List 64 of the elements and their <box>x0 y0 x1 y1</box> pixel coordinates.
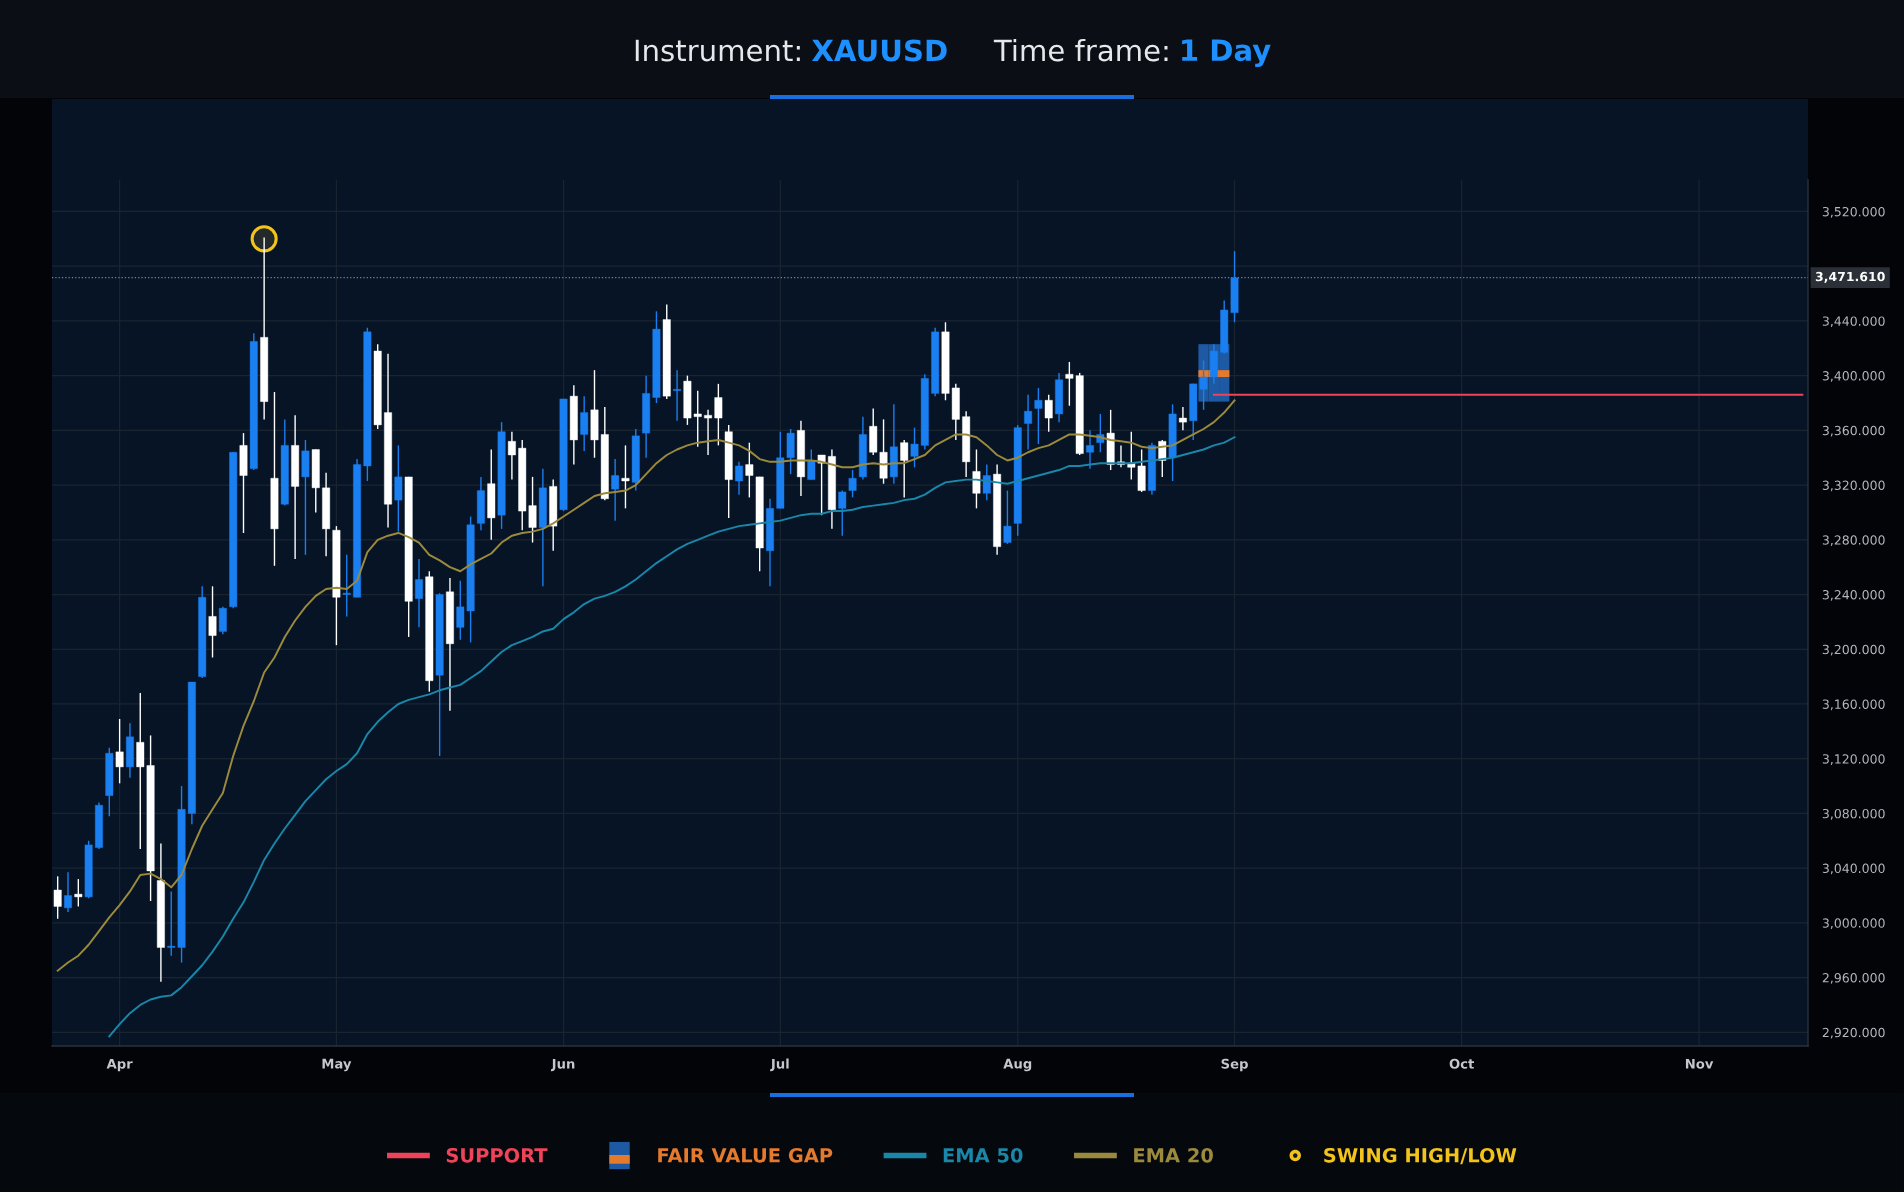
y-tick-label: 3,040.000 <box>1822 863 1885 875</box>
y-tick-label: 2,960.000 <box>1822 973 1885 984</box>
y-tick-label: 3,320.000 <box>1822 480 1885 492</box>
candlestick <box>673 369 681 422</box>
candlestick <box>807 448 816 481</box>
candlestick <box>507 431 516 481</box>
y-tick-label: 3,440.000 <box>1822 316 1885 328</box>
candlestick <box>74 878 83 908</box>
candlestick <box>735 461 743 496</box>
candlestick <box>1034 387 1043 445</box>
chart-subtitle: Time frame: 1 Day <box>993 38 1271 68</box>
candlestick <box>1003 489 1012 545</box>
y-tick-label: 3,080.000 <box>1822 808 1885 820</box>
x-tick-label: Jul <box>770 1058 789 1072</box>
candlestick <box>580 395 589 452</box>
x-tick-label: Nov <box>1685 1058 1714 1069</box>
candlestick <box>982 463 991 501</box>
candlestick <box>342 554 351 618</box>
candlestick <box>394 444 403 533</box>
line-series <box>56 399 1236 972</box>
y-tick-label: 3,160.000 <box>1822 699 1885 711</box>
candlestick <box>1179 406 1187 432</box>
x-tick-label: Oct <box>1449 1058 1475 1069</box>
candlestick <box>64 871 72 913</box>
y-tick-label: 3,000.000 <box>1822 918 1885 930</box>
legend-label: EMA 50 <box>943 1147 1023 1163</box>
candlestick <box>53 875 62 920</box>
y-tick-label: 2,920.000 <box>1822 1027 1885 1039</box>
y-tick-label: 3,280.000 <box>1822 535 1885 547</box>
candlestick <box>704 409 712 456</box>
candlestick <box>218 606 227 635</box>
y-tick-label: 3,360.000 <box>1822 425 1885 437</box>
candlestick <box>415 558 423 629</box>
y-tick-label: 3,400.000 <box>1822 371 1885 382</box>
candlestick <box>714 383 723 447</box>
candlestick <box>745 441 754 499</box>
chart-title: Instrument: XAUUSD <box>635 39 947 62</box>
y-tick-label: 3,240.000 <box>1822 590 1885 601</box>
candlestick <box>208 585 217 659</box>
y-tick-label: 3,200.000 <box>1822 644 1885 656</box>
line-series <box>108 436 1236 1038</box>
x-tick-label: Apr <box>106 1058 133 1072</box>
x-tick-label: Jun <box>550 1058 575 1072</box>
candlestick <box>817 454 826 516</box>
y-tick-label: 3,520.000 <box>1822 206 1885 218</box>
candlestick <box>115 718 124 785</box>
candlestick <box>838 489 847 537</box>
candlestick <box>1024 394 1032 451</box>
candlestick <box>1086 429 1094 470</box>
candlestick <box>848 469 857 499</box>
candlestick <box>611 458 620 522</box>
y-tick-label: 3,120.000 <box>1822 754 1885 765</box>
candlestick <box>621 444 630 510</box>
text: SWING HIGH/LOW <box>1324 1147 1517 1165</box>
legend-label: EMA 20 <box>1134 1147 1213 1163</box>
x-tick-label: May <box>322 1058 352 1072</box>
x-tick-label: Aug <box>1003 1058 1032 1072</box>
ref-line-label: 3,471.610 <box>1815 271 1885 283</box>
legend-label: FAIR VALUE GAP <box>658 1147 833 1163</box>
candlestick <box>972 448 981 510</box>
x-tick-label: Sep <box>1221 1058 1248 1072</box>
candlestick <box>900 439 909 499</box>
candlestick <box>1044 394 1053 433</box>
legend-label: SUPPORT <box>446 1147 548 1163</box>
